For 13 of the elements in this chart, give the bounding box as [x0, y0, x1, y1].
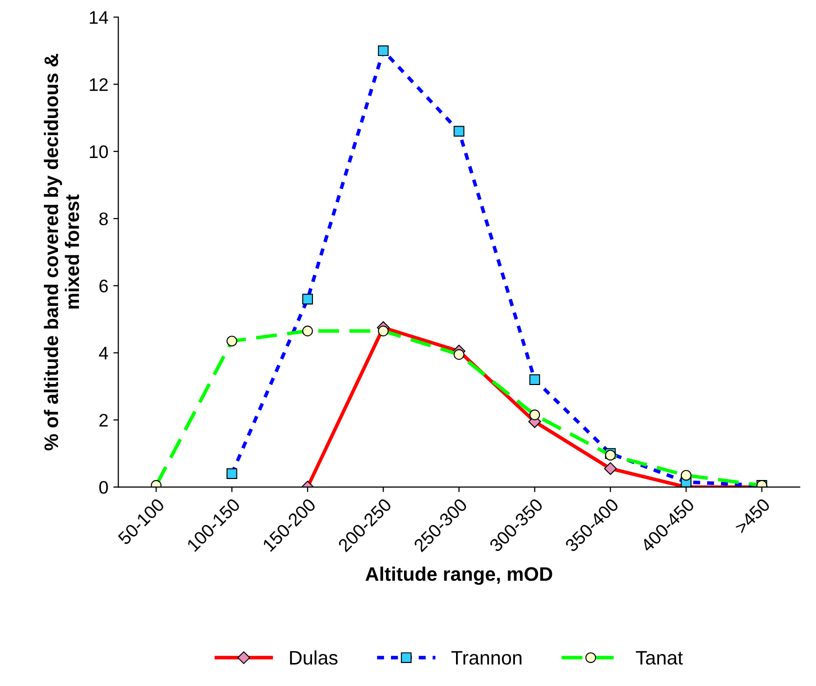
- legend-label: Tanat: [636, 651, 683, 665]
- y-tick-label: 2: [99, 414, 108, 426]
- y-tick-label: 6: [99, 280, 108, 292]
- y-tick-label: 8: [99, 212, 108, 226]
- y-tick-label: 12: [90, 78, 108, 91]
- legend-label: Trannon: [451, 651, 522, 665]
- y-tick-label: 0: [99, 480, 108, 494]
- x-axis-title: Altitude range, mOD: [366, 566, 552, 585]
- y-tick-label: 4: [98, 346, 108, 360]
- y-tick-label: 14: [90, 11, 108, 24]
- legend-label: Dulas: [290, 650, 338, 665]
- y-axis-title: % of altitude band covered by deciduous & mixed forest: [44, 54, 80, 450]
- y-tick-label: 10: [90, 145, 108, 158]
